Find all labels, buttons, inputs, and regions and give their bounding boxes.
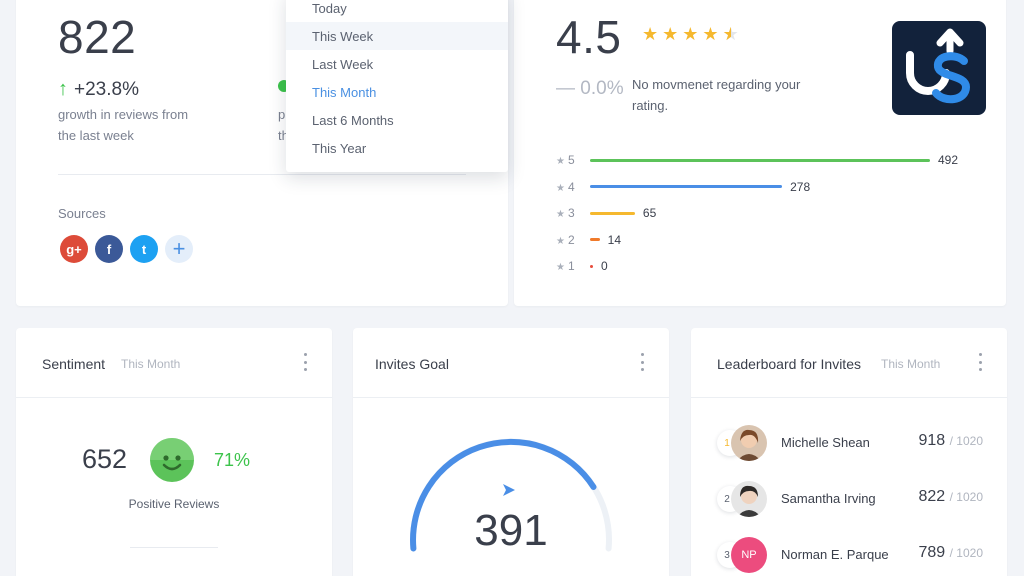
facebook-icon: f xyxy=(106,241,112,257)
invites-value: 391 xyxy=(474,506,548,555)
growth-value: +23.8% xyxy=(74,78,139,100)
star-half-icon: ★★ xyxy=(722,24,739,44)
avatar xyxy=(731,481,767,517)
leaderboard-name: Samantha Irving xyxy=(781,491,876,506)
rating-bar xyxy=(590,264,593,268)
star-icon: ★ xyxy=(556,182,565,194)
period-dropdown-menu: Today This Week Last Week This Month Las… xyxy=(286,0,508,172)
leaderboard-name: Norman E. Parque xyxy=(781,547,889,562)
rating-bar-label: ★ 3 xyxy=(556,206,575,220)
card-header: Sentiment This Month xyxy=(16,328,332,398)
card-header: Leaderboard for Invites This Month xyxy=(691,328,1007,398)
divider xyxy=(130,547,218,548)
rating-bar-row: ★ 5 492 xyxy=(556,150,958,170)
more-options-button[interactable] xyxy=(639,353,645,371)
rating-bar-label: ★ 1 xyxy=(556,259,575,273)
sentiment-period: This Month xyxy=(121,357,181,371)
leaderboard-row[interactable]: 2 Samantha Irving 822 / 1020 xyxy=(717,481,983,521)
rating-bar-row: ★ 1 0 xyxy=(556,256,608,276)
leaderboard-score: 822 / 1020 xyxy=(918,488,983,505)
leaderboard-row[interactable]: 3 NP Norman E. Parque 789 / 1020 xyxy=(717,537,983,576)
dropdown-item-this-week[interactable]: This Week xyxy=(286,22,508,50)
star-icon: ★ xyxy=(702,24,719,44)
rating-bar-value: 0 xyxy=(601,259,608,273)
second-metric-desc-fragment: p th xyxy=(278,107,289,143)
send-icon xyxy=(503,484,515,496)
leaderboard-score: 918 / 1020 xyxy=(918,432,983,449)
growth-row: ↑ +23.8% xyxy=(58,78,139,101)
rating-bar-value: 14 xyxy=(607,232,622,247)
sentiment-card: Sentiment This Month 652 71% Positive Re… xyxy=(16,328,332,576)
invites-title: Invites Goal xyxy=(375,356,449,372)
us-logo-icon xyxy=(906,28,971,104)
more-options-button[interactable] xyxy=(977,353,983,371)
rating-bar-value: 65 xyxy=(642,206,657,220)
invites-goal-card: Invites Goal 391 xyxy=(353,328,669,576)
rating-bar-row: ★ 2 14 xyxy=(556,230,621,250)
rating-bar xyxy=(590,185,783,188)
leaderboard-name: Michelle Shean xyxy=(781,435,870,450)
avatar xyxy=(731,425,767,461)
star-icon: ★ xyxy=(556,156,565,167)
leaderboard-score: 789 / 1020 xyxy=(918,544,983,561)
twitter-button[interactable]: t xyxy=(130,235,158,263)
rating-description: No movmenet regarding your rating. xyxy=(632,74,822,116)
sentiment-title: Sentiment xyxy=(42,356,106,372)
rating-bar xyxy=(590,211,635,215)
brand-logo xyxy=(892,21,986,115)
rating-desc-line-1: No movmenet regarding your xyxy=(632,77,801,92)
positive-count: 652 xyxy=(82,444,128,474)
sources-label: Sources xyxy=(58,206,106,221)
star-icon: ★ xyxy=(662,24,679,44)
smiley-icon xyxy=(150,438,194,482)
rating-bar-value: 492 xyxy=(938,153,959,167)
google-plus-button[interactable]: g+ xyxy=(60,235,88,263)
rating-change: — 0.0% xyxy=(556,78,624,99)
star-icon: ★ xyxy=(556,262,565,273)
rating-bar-label: ★ 4 xyxy=(556,179,575,194)
rating-value: 4.5 xyxy=(556,11,622,63)
rating-bar-label: ★ 5 xyxy=(556,153,575,167)
dropdown-item-this-year[interactable]: This Year xyxy=(312,140,367,156)
more-options-button[interactable] xyxy=(302,353,308,371)
google-plus-icon: g+ xyxy=(66,241,82,257)
star-icon: ★ xyxy=(556,235,565,247)
twitter-icon: t xyxy=(141,241,147,257)
positive-reviews-label: Positive Reviews xyxy=(128,497,220,511)
gauge-fill xyxy=(410,438,597,552)
card-header: Invites Goal xyxy=(353,328,669,398)
leaderboard-period: This Month xyxy=(881,357,941,371)
rating-bar xyxy=(590,158,930,162)
star-icon: ★ xyxy=(642,24,659,44)
dropdown-item-last-week[interactable]: Last Week xyxy=(312,56,374,72)
avatar-initials: NP xyxy=(731,537,767,573)
dropdown-item-this-month[interactable]: This Month xyxy=(312,84,377,100)
growth-desc-line-1: growth in reviews from xyxy=(58,107,189,122)
rating-bar-value: 278 xyxy=(790,179,811,194)
rating-bar-row: ★ 4 278 xyxy=(556,177,810,197)
dropdown-item-today[interactable]: Today xyxy=(312,0,347,16)
leaderboard-row[interactable]: 1 Michelle Shean 918 / 1020 xyxy=(717,425,983,465)
divider xyxy=(58,174,466,175)
arrow-up-icon: ↑ xyxy=(58,78,68,100)
leaderboard-title: Leaderboard for Invites xyxy=(717,356,861,372)
plus-icon: + xyxy=(172,236,186,261)
leaderboard-card: Leaderboard for Invites This Month 1 Mic… xyxy=(691,328,1007,576)
positive-percent: 71% xyxy=(214,450,251,470)
rating-bar-label: ★ 2 xyxy=(556,232,575,247)
reviews-count: 822 xyxy=(58,11,137,63)
dropdown-item-last-6-months[interactable]: Last 6 Months xyxy=(312,112,394,128)
rating-stars: ★ ★ ★ ★ ★★ xyxy=(642,24,739,45)
star-icon: ★ xyxy=(682,24,699,44)
growth-desc-line-2: the last week xyxy=(58,128,134,143)
invites-gauge xyxy=(410,438,612,552)
facebook-button[interactable]: f xyxy=(95,235,123,263)
rating-bar xyxy=(590,238,600,241)
rating-desc-line-2: rating. xyxy=(632,98,669,113)
star-icon: ★ xyxy=(556,209,565,220)
rating-bar-row: ★ 3 65 xyxy=(556,203,656,223)
growth-description: growth in reviews from the last week xyxy=(58,104,188,146)
add-source-button[interactable]: + xyxy=(165,235,193,263)
